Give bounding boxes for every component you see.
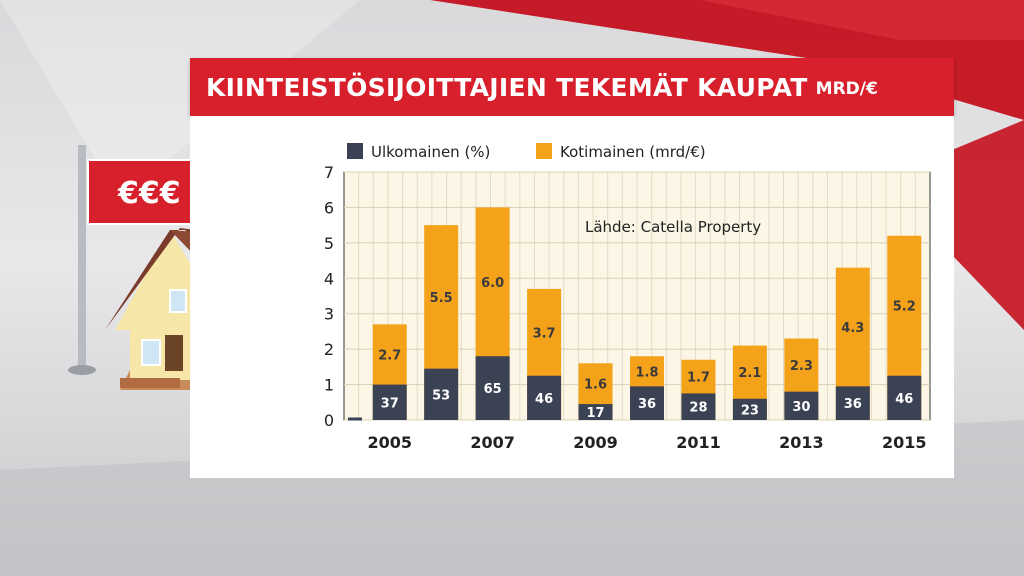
bar-label-foreign: 17 — [586, 406, 604, 421]
bar-label-foreign: 65 — [484, 382, 502, 397]
y-tick-label: 4 — [324, 269, 334, 288]
y-tick-label: 0 — [324, 411, 334, 430]
bar-foreign — [630, 386, 664, 420]
bar-label-domestic: 5.5 — [430, 291, 453, 306]
bar-label-foreign: 53 — [432, 388, 450, 403]
bars: 2.7 37 5.5 53 6.0 65 3.7 46 1.6 17 1.8 36 1.7 28 2.1 23… — [372, 207, 922, 421]
bar-foreign — [578, 404, 613, 420]
bar-label-domestic: 1.7 — [687, 371, 710, 386]
x-tick-label: 2011 — [676, 433, 721, 452]
bar-foreign — [424, 368, 459, 420]
x-tick-label: 2015 — [882, 433, 927, 452]
bar-label-foreign: 30 — [792, 400, 810, 415]
bar-label-domestic: 1.8 — [635, 365, 658, 380]
chart-title-bar: KIINTEISTÖSIJOITTAJIEN TEKEMÄT KAUPAT MR… — [190, 58, 954, 116]
bar-label-domestic: 1.6 — [584, 378, 607, 393]
y-tick-label: 5 — [324, 234, 334, 253]
bar-label-domestic: 3.7 — [533, 326, 556, 341]
source-annotation: Lähde: Catella Property — [585, 218, 761, 236]
y-tick-label: 6 — [324, 198, 334, 217]
legend-label-domestic: Kotimainen (mrd/€) — [560, 143, 706, 161]
bar-foreign — [681, 393, 716, 420]
bar-foreign — [527, 375, 562, 420]
bar-label-domestic: 5.2 — [893, 300, 916, 315]
bar-label-domestic: 2.1 — [738, 366, 761, 381]
y-tick-label: 2 — [324, 340, 334, 359]
x-tick-label: 2005 — [367, 433, 412, 452]
legend: Ulkomainen (%) Kotimainen (mrd/€) — [347, 143, 706, 161]
x-tick-label: 2009 — [573, 433, 618, 452]
x-tick-label: 2013 — [779, 433, 824, 452]
bar-label-domestic: 2.3 — [790, 359, 813, 374]
stacked-bar-chart: Ulkomainen (%) Kotimainen (mrd/€) 2.7375… — [324, 143, 931, 452]
bar-label-domestic: 2.7 — [378, 348, 401, 363]
euro-sign-text: €€€ — [117, 176, 181, 211]
bar-foreign — [372, 384, 407, 420]
x-tick-label: 2007 — [470, 433, 515, 452]
bar-foreign — [475, 356, 510, 420]
legend-swatch-domestic — [536, 143, 552, 159]
y-tick-label: 3 — [324, 305, 334, 324]
legend-label-foreign: Ulkomainen (%) — [371, 143, 490, 161]
bar-label-domestic: 6.0 — [481, 276, 504, 291]
y-tick-label: 7 — [324, 163, 334, 182]
bar-label-foreign: 36 — [844, 397, 862, 412]
bar-label-foreign: 37 — [381, 396, 399, 411]
bar-foreign — [835, 386, 870, 420]
bar-label-foreign: 36 — [638, 397, 656, 412]
sign-pole — [78, 145, 86, 370]
y-tick-label: 1 — [324, 376, 334, 395]
bar-label-domestic: 4.3 — [841, 321, 864, 336]
bar-label-foreign: 23 — [741, 403, 759, 418]
bar-foreign — [784, 391, 819, 420]
chart-panel: Ulkomainen (%) Kotimainen (mrd/€) 2.7 37 5… — [190, 116, 954, 478]
bar-foreign — [732, 398, 767, 420]
legend-swatch-foreign — [347, 143, 363, 159]
bar-label-foreign: 28 — [689, 401, 707, 416]
bar-label-foreign: 46 — [535, 392, 553, 407]
chart-title: KIINTEISTÖSIJOITTAJIEN TEKEMÄT KAUPAT — [206, 72, 808, 102]
bar-label-foreign: 46 — [895, 392, 913, 407]
bar-foreign — [887, 375, 922, 420]
chart-title-unit: MRD/€ — [815, 79, 878, 99]
